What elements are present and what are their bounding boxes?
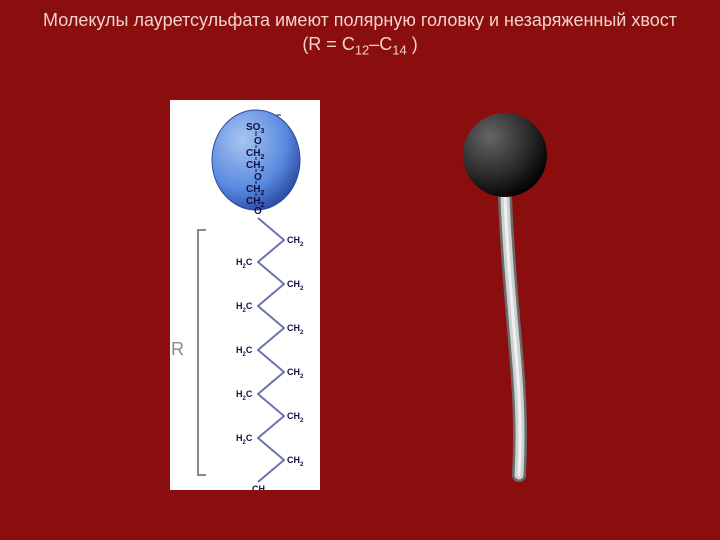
title-sub-1: 12 — [355, 43, 369, 58]
schematic-molecule-svg — [395, 105, 615, 500]
svg-text:H2C: H2C — [236, 301, 253, 314]
svg-text:H2C: H2C — [236, 345, 253, 358]
svg-text:CH2: CH2 — [287, 411, 304, 424]
svg-text:CH2: CH2 — [287, 323, 304, 336]
title-l2-prefix: (R = C — [302, 34, 355, 54]
svg-text:CH2: CH2 — [287, 235, 304, 248]
title-sub-2: 14 — [392, 43, 406, 58]
svg-text:−: − — [276, 110, 281, 120]
svg-text:R: R — [171, 339, 184, 359]
schematic-molecule-panel — [395, 105, 615, 500]
svg-text:CH2: CH2 — [287, 367, 304, 380]
title-l2-dash: –C — [369, 34, 392, 54]
chemical-structure-svg: −SO3OCH2CH2OCH2CH2OCH2H2CCH2H2CCH2H2CCH2… — [170, 100, 320, 490]
svg-text:H2C: H2C — [236, 433, 253, 446]
svg-text:H2C: H2C — [236, 389, 253, 402]
svg-text:O: O — [254, 206, 262, 217]
title-l2-suffix: ) — [407, 34, 418, 54]
svg-text:O: O — [254, 136, 262, 147]
chemical-structure-panel: −SO3OCH2CH2OCH2CH2OCH2H2CCH2H2CCH2H2CCH2… — [170, 100, 320, 490]
title-line-2: (R = C12–C14 ) — [0, 32, 720, 56]
svg-text:H2C: H2C — [236, 257, 253, 270]
svg-text:CH3: CH3 — [252, 484, 269, 490]
svg-text:CH2: CH2 — [287, 455, 304, 468]
svg-text:CH2: CH2 — [287, 279, 304, 292]
slide-title: Молекулы лауретсульфата имеют полярную г… — [0, 8, 720, 57]
title-line-1: Молекулы лауретсульфата имеют полярную г… — [0, 8, 720, 32]
svg-text:O: O — [254, 172, 262, 183]
